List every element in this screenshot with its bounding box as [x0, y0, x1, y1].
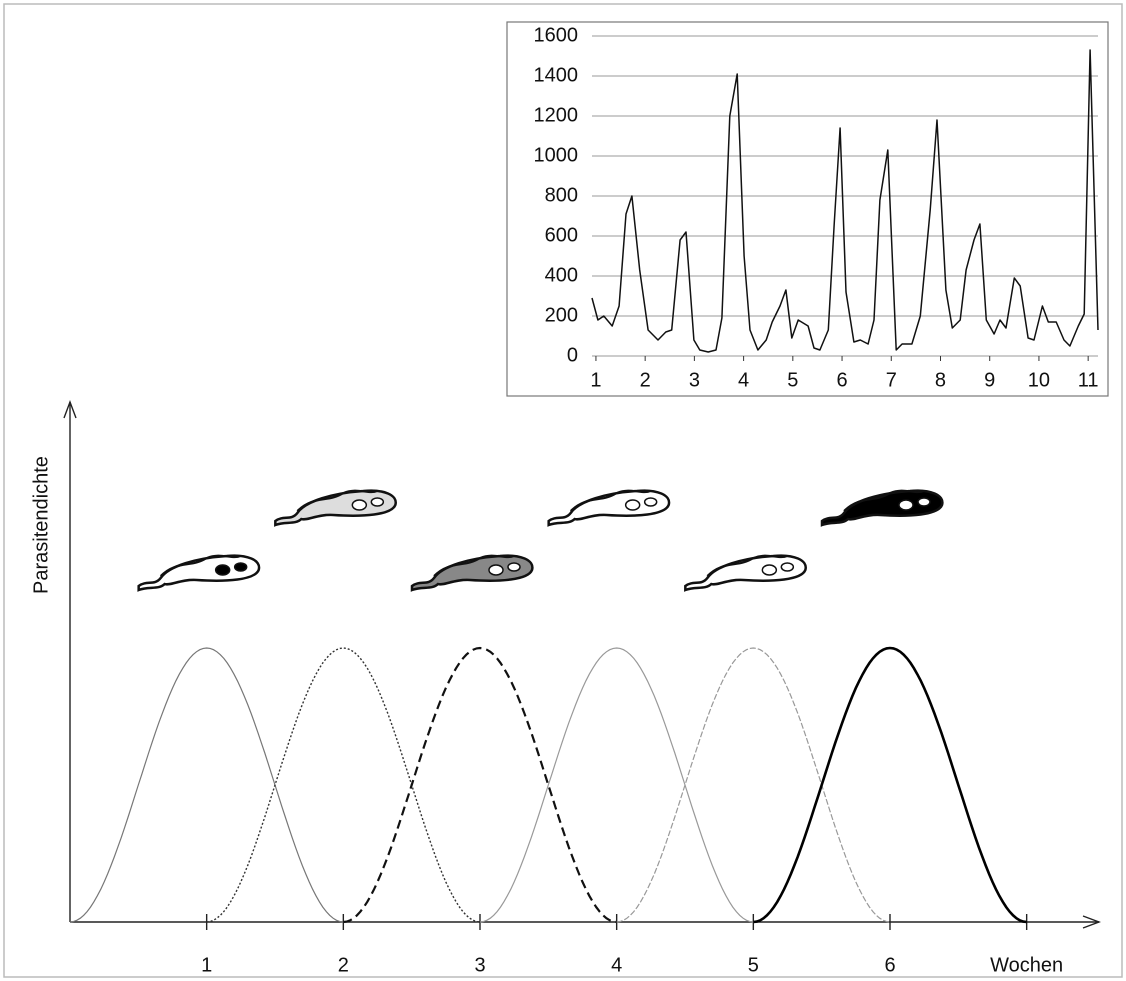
x-tick-label: Wochen [990, 954, 1063, 976]
parasite-icon [274, 489, 397, 527]
parasite-nucleus [643, 497, 658, 507]
bell-curve [753, 646, 1027, 924]
x-tick-label: 2 [338, 954, 349, 976]
y-tick-label: 200 [545, 304, 578, 326]
parasite-nucleus [761, 564, 778, 576]
x-tick-label: 6 [836, 369, 847, 391]
y-tick-label: 1600 [534, 24, 579, 46]
x-tick-label: 1 [201, 954, 212, 976]
bell-curve [479, 647, 754, 923]
parasite-icon [547, 489, 671, 527]
x-tick-label: 10 [1028, 369, 1050, 391]
parasite-membrane [843, 489, 925, 512]
parasite-body [137, 554, 261, 592]
bell-curve [343, 646, 617, 924]
parasite-membrane [159, 554, 242, 577]
y-tick-label: 0 [567, 344, 578, 366]
parasite-nucleus [507, 562, 521, 572]
x-tick-label: 1 [590, 369, 601, 391]
bell-curve [69, 647, 344, 923]
parasite-nucleus [780, 562, 795, 572]
parasite-membrane [433, 554, 515, 577]
parasite-nucleus [624, 499, 641, 511]
y-tick-label: 1000 [534, 144, 579, 166]
y-tick-label: 400 [545, 264, 578, 286]
frame [3, 3, 1123, 978]
parasite-body [820, 489, 944, 527]
x-tick-label: 2 [640, 369, 651, 391]
parasite-nucleus [214, 564, 231, 576]
x-arrow [1082, 915, 1101, 929]
data-line [591, 49, 1099, 353]
parasite-icon [137, 554, 261, 592]
parasite-membrane [706, 554, 788, 577]
parasite-icon [684, 554, 807, 592]
x-tick-label: 5 [787, 369, 798, 391]
y-tick-label: 600 [545, 224, 578, 246]
x-tick-label: 4 [611, 954, 622, 976]
inset-frame [506, 21, 1109, 397]
y-tick-label: 1400 [534, 64, 579, 86]
x-tick-label: 4 [738, 369, 749, 391]
parasite-nucleus [898, 499, 914, 511]
parasite-body [410, 554, 534, 592]
x-tick-label: 6 [884, 954, 895, 976]
x-tick-label: 11 [1078, 369, 1099, 391]
parasite-membrane [296, 489, 378, 512]
x-tick-label: 5 [748, 954, 759, 976]
bell-curve [206, 647, 481, 923]
parasite-nucleus [233, 562, 248, 572]
x-tick-label: 3 [474, 954, 485, 976]
parasite-body [274, 489, 397, 527]
bell-curve [616, 647, 891, 923]
parasite-nucleus [370, 497, 385, 507]
x-tick-label: 7 [886, 369, 897, 391]
parasite-icon [410, 554, 534, 592]
parasite-body [684, 554, 807, 592]
parasite-nucleus [488, 564, 504, 576]
y-arrow [63, 400, 77, 419]
y-tick-label: 1200 [534, 104, 579, 126]
x-tick-label: 3 [689, 369, 700, 391]
parasite-body [547, 489, 671, 527]
parasite-nucleus [351, 499, 368, 511]
y-tick-label: 800 [545, 184, 578, 206]
x-tick-label: 9 [984, 369, 995, 391]
x-tick-label: 8 [935, 369, 946, 391]
parasite-nucleus [917, 497, 931, 507]
y-axis-label: Parasitendichte [30, 456, 52, 594]
parasite-membrane [569, 489, 652, 512]
parasite-icon [820, 489, 944, 527]
